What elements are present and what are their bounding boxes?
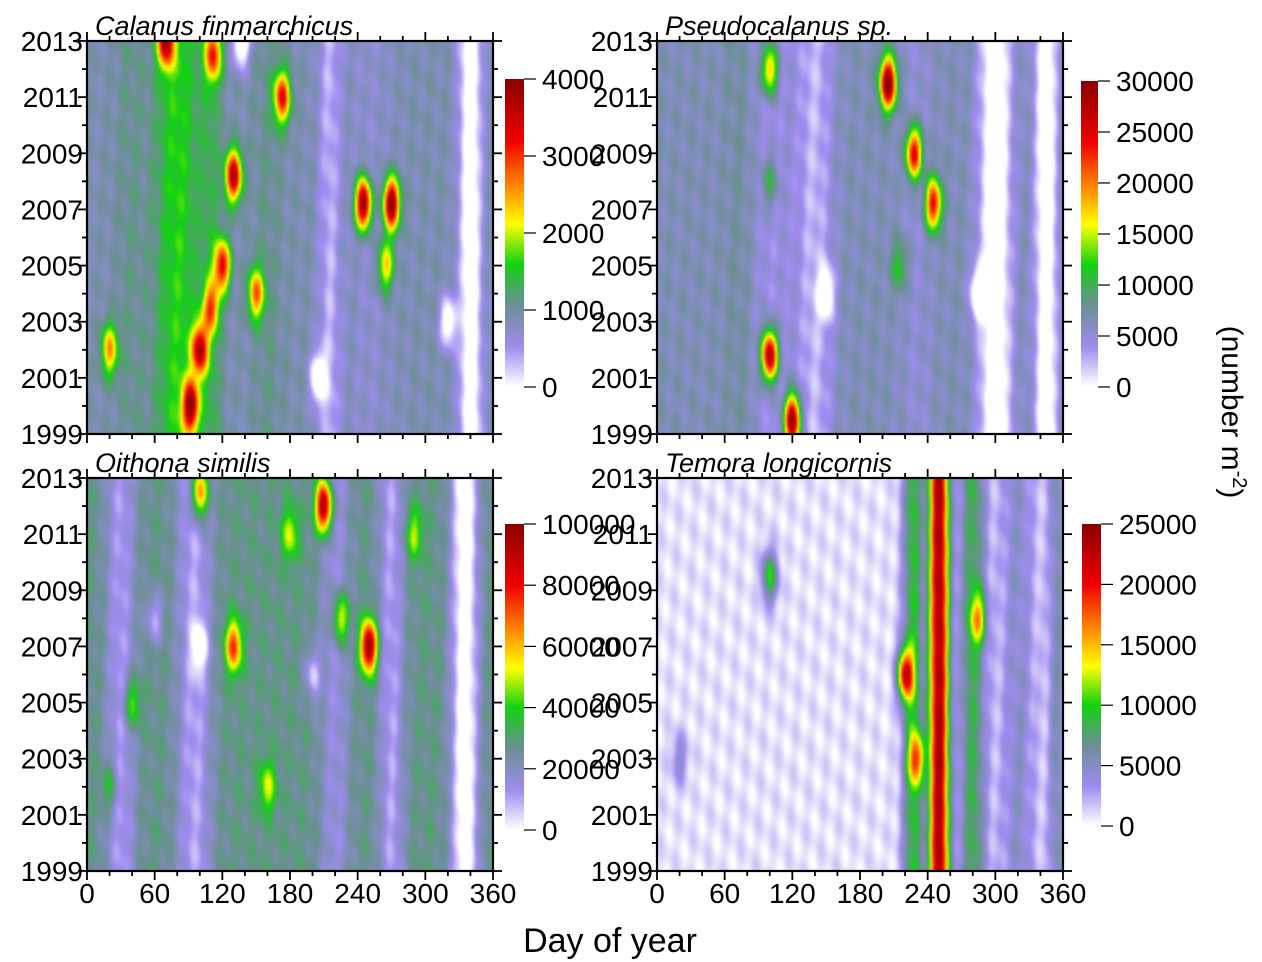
panel-3: 0 60 120 180 240 300 360 1999 2001 2003 2005 2007 20… [21,448,636,909]
panel-2-colorbar-tick-label: 0 [1116,372,1132,403]
panel-4-x-tick-label: 300 [972,878,1019,909]
panel-1-y-tick-label: 2013 [21,26,83,57]
panel-2-y-tick-label: 2011 [593,82,653,113]
panel-2-y-tick-label: 2005 [591,251,653,282]
panel-2-y-tick-label: 2001 [591,363,653,394]
panel-4-colorbar-tick-label: 0 [1119,811,1135,842]
panel-4-y-tick-label: 2011 [593,519,653,550]
panel-3-y-tick-label: 2005 [21,688,83,719]
panel-2-colorbar-tick-label: 5000 [1116,321,1178,352]
panel-3-y-tick-label: 2009 [21,575,83,606]
panel-3-title: Oithona similis [95,448,271,478]
panel-3-x-tick-label: 300 [402,878,449,909]
panel-3-x-tick-label: 240 [334,878,381,909]
panel-4-y-tick-label: 2001 [591,800,653,831]
x-axis-title: Day of year [523,922,697,960]
panel-3-y-tick-label: 2013 [21,463,83,494]
panel-1-colorbar-tick-label: 3000 [542,141,604,172]
panel-2-colorbar-tick-label: 15000 [1116,219,1194,250]
panel-1-y-tick-label: 2011 [23,82,83,113]
panel-4-heatmap-image [657,478,1063,871]
panel-2-title: Pseudocalanus sp. [665,11,893,41]
panel-4-y-tick-label: 2003 [591,744,653,775]
panel-3-heatmap-image [87,478,493,871]
panel-4-x-tick-label: 240 [904,878,951,909]
panel-3-colorbar-tick-label: 20000 [542,754,620,785]
panel-2-y-tick-label: 2003 [591,307,653,338]
panel-2-colorbar-tick-label: 30000 [1116,66,1194,97]
panel-1-heatmap-image [87,41,493,434]
panel-3-y-tick-label: 1999 [21,856,83,887]
panels: 1999 2001 2003 2005 2007 2009 2011 2013 Calanus … [21,11,1197,909]
colorbar-unit-label: (number m-2) [1215,326,1250,499]
panel-2-colorbar-tick-label: 20000 [1116,168,1194,199]
panel-4-y-tick-label: 2007 [591,631,653,662]
panel-4-colorbar-tick-label: 20000 [1119,569,1197,600]
panel-4-colorbar-tick-label: 10000 [1119,690,1197,721]
panel-2-y-tick-label: 2009 [591,138,653,169]
panel-3-colorbar-tick-label: 40000 [542,693,620,724]
panel-3-colorbar-tick-label: 100000 [542,509,635,540]
panel-1: 1999 2001 2003 2005 2007 2009 2011 2013 Calanus … [21,11,605,450]
panel-4: 0 60 120 180 240 300 360 1999 2001 2003 2005 2007 20… [591,448,1197,909]
panel-1-colorbar [505,79,524,387]
panel-2-colorbar-tick-label: 10000 [1116,270,1194,301]
panel-1-title: Calanus finmarchicus [95,11,353,41]
panel-3-x-tick-label: 120 [199,878,246,909]
panel-3-y-tick-label: 2003 [21,744,83,775]
panel-2-colorbar [1081,81,1098,387]
panel-4-y-tick-label: 1999 [591,856,653,887]
panel-4-y-tick-label: 2009 [591,575,653,606]
panel-3-x-tick-label: 0 [79,878,95,909]
unit-label-superscript: -2 [1228,471,1250,489]
panel-3-x-tick-label: 360 [470,878,517,909]
panel-2-y-tick-label: 2007 [591,194,653,225]
panel-1-y-tick-label: 2009 [21,138,83,169]
panel-2-y-tick-label: 1999 [591,419,653,450]
panel-3-y-tick-label: 2007 [21,631,83,662]
panel-3-x-tick-label: 60 [139,878,170,909]
panel-3-x-tick-label: 180 [267,878,314,909]
panel-3-colorbar-tick-label: 80000 [542,570,620,601]
panel-4-x-tick-label: 120 [769,878,816,909]
panel-4-x-tick-label: 0 [649,878,665,909]
panel-1-colorbar-tick-label: 0 [542,372,558,403]
panel-1-colorbar-tick-label: 1000 [542,295,604,326]
panel-2: 1999 2001 2003 2005 2007 2009 2011 2013 Pseudoca… [591,11,1194,450]
panel-4-x-tick-label: 60 [709,878,740,909]
panel-1-y-tick-label: 1999 [21,419,83,450]
panel-2-colorbar-tick-label: 25000 [1116,117,1194,148]
panel-2-heatmap-image [657,41,1063,434]
unit-label-close: ) [1215,488,1248,498]
panel-1-y-tick-label: 2007 [21,194,83,225]
panel-1-colorbar-tick-label: 4000 [542,64,604,95]
panel-3-y-tick-label: 2001 [21,800,83,831]
panel-4-colorbar-tick-label: 15000 [1119,630,1197,661]
unit-label-base: (number m [1215,326,1248,471]
panel-4-colorbar [1082,524,1101,826]
panel-3-y-tick-label: 2011 [23,519,83,550]
panel-4-y-tick-label: 2013 [591,463,653,494]
panel-4-y-tick-label: 2005 [591,688,653,719]
panel-1-y-tick-label: 2005 [21,251,83,282]
panel-4-x-tick-label: 180 [837,878,884,909]
panel-4-title: Temora longicornis [665,448,892,478]
panel-2-y-tick-label: 2013 [591,26,653,57]
panel-1-y-tick-label: 2001 [21,363,83,394]
panel-4-colorbar-tick-label: 25000 [1119,509,1197,540]
panel-1-y-tick-label: 2003 [21,307,83,338]
panel-4-x-tick-label: 360 [1040,878,1087,909]
panel-4-colorbar-tick-label: 5000 [1119,751,1181,782]
panel-1-colorbar-tick-label: 2000 [542,218,604,249]
panel-3-colorbar-tick-label: 0 [542,815,558,846]
panel-3-colorbar [505,524,524,830]
panel-3-colorbar-tick-label: 60000 [542,631,620,662]
